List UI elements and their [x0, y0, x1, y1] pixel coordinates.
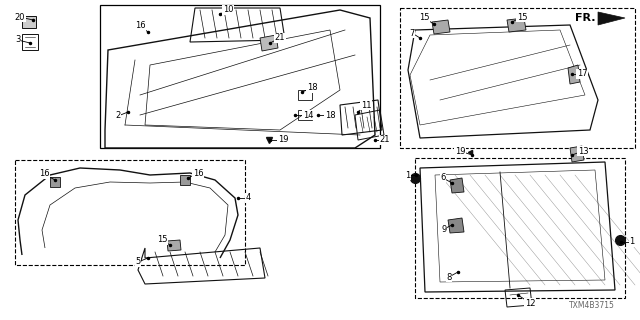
Polygon shape [568, 65, 580, 84]
Text: FR.: FR. [575, 13, 596, 23]
Text: 15: 15 [516, 12, 527, 21]
Text: 16: 16 [134, 21, 145, 30]
Text: 15: 15 [157, 236, 167, 244]
Bar [100, 5, 380, 148]
Text: 5: 5 [136, 258, 141, 267]
Text: 6: 6 [440, 173, 445, 182]
Text: 19: 19 [278, 135, 288, 145]
Text: 2: 2 [115, 111, 120, 121]
Text: 16: 16 [38, 170, 49, 179]
Text: 14: 14 [303, 110, 313, 119]
Polygon shape [507, 18, 526, 32]
Text: 17: 17 [577, 69, 588, 78]
Polygon shape [260, 35, 278, 51]
Text: 11: 11 [361, 100, 371, 109]
Text: 1: 1 [629, 237, 635, 246]
Text: TXM4B3715: TXM4B3715 [569, 301, 615, 310]
Text: 21: 21 [380, 135, 390, 145]
Text: 19: 19 [455, 147, 465, 156]
Text: 12: 12 [525, 299, 535, 308]
Text: 18: 18 [307, 84, 317, 92]
Bar [415, 158, 625, 298]
Polygon shape [22, 16, 36, 28]
Polygon shape [180, 175, 190, 185]
Polygon shape [570, 146, 584, 162]
Polygon shape [167, 240, 181, 251]
Text: 15: 15 [419, 13, 429, 22]
Text: 8: 8 [446, 273, 452, 282]
Bar [15, 160, 245, 265]
Text: 16: 16 [193, 169, 204, 178]
Text: 21: 21 [275, 34, 285, 43]
Text: 20: 20 [15, 12, 25, 21]
Text: 1: 1 [405, 171, 411, 180]
Polygon shape [50, 177, 60, 187]
Polygon shape [450, 178, 464, 193]
Text: 18: 18 [324, 110, 335, 119]
Text: 10: 10 [223, 5, 233, 14]
Text: 9: 9 [442, 225, 447, 234]
Text: 13: 13 [578, 147, 588, 156]
Bar [400, 8, 635, 148]
Text: 4: 4 [245, 194, 251, 203]
Polygon shape [448, 218, 464, 233]
Text: 7: 7 [410, 28, 415, 37]
Polygon shape [432, 20, 450, 34]
Polygon shape [598, 12, 625, 25]
Text: 3: 3 [15, 36, 20, 44]
